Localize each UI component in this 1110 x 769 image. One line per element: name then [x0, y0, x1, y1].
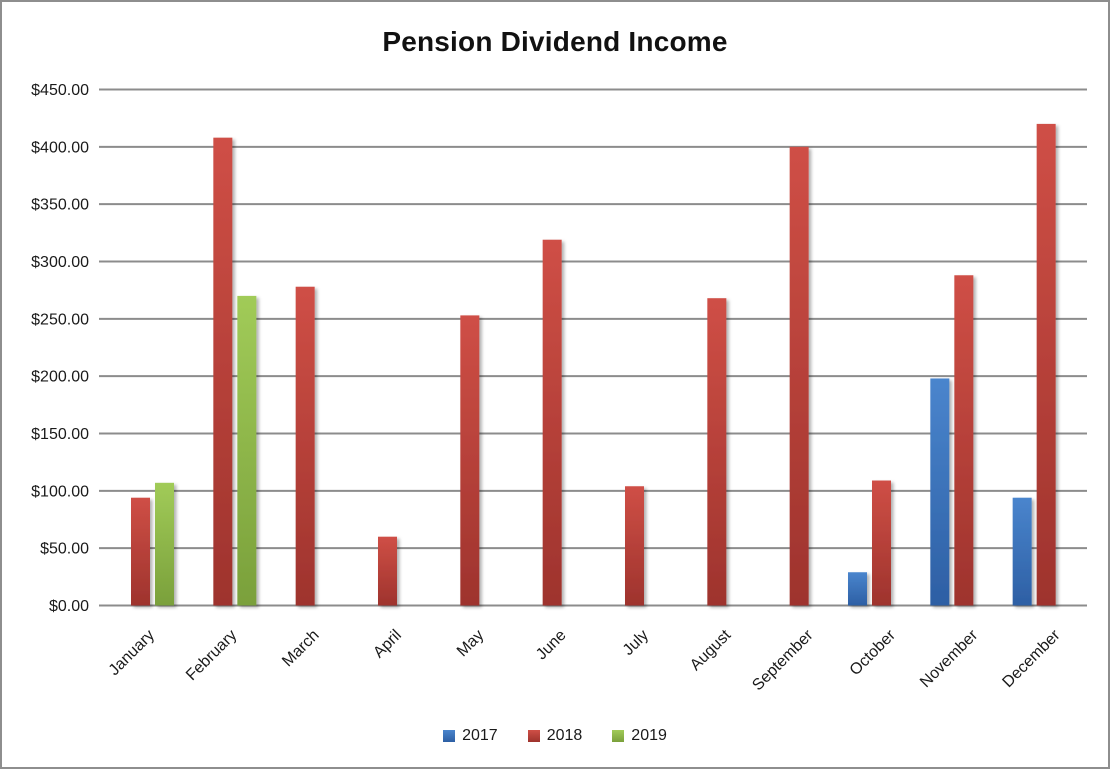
bar-2018-march — [295, 286, 315, 606]
x-axis-label-october: October — [847, 626, 900, 679]
y-tick-label-3: $150.00 — [31, 426, 89, 443]
legend-label-2018: 2018 — [546, 727, 583, 744]
x-axis-label-november: November — [917, 626, 982, 691]
y-tick-label-6: $300.00 — [31, 254, 89, 271]
x-axis-label-january: January — [106, 627, 158, 679]
x-axis-label-august: August — [687, 626, 735, 674]
x-axis-label-april: April — [370, 627, 405, 662]
legend-swatch-2019-icon — [612, 730, 625, 742]
x-axis-label-december: December — [999, 626, 1064, 691]
y-tick-label-2: $100.00 — [31, 483, 89, 500]
y-tick-label-5: $250.00 — [31, 311, 89, 328]
x-axis-label-june: June — [533, 627, 570, 664]
y-tick-label-0: $0.00 — [49, 598, 89, 615]
x-axis-label-july: July — [620, 627, 652, 659]
bar-2018-may — [460, 315, 480, 606]
x-axis-label-february: February — [183, 627, 240, 684]
bar-2019-february — [237, 295, 257, 606]
bar-2018-december — [1036, 123, 1056, 606]
x-axis-label-march: March — [279, 627, 322, 670]
legend-swatch-2018-icon — [527, 730, 540, 742]
bar-2018-july — [625, 486, 644, 606]
chart-legend: 2017 2018 2019 — [2, 727, 1108, 745]
y-tick-label-8: $400.00 — [31, 139, 89, 156]
bar-2018-january — [131, 497, 150, 606]
bar-2018-february — [213, 137, 233, 606]
chart-title: Pension Dividend Income — [382, 26, 728, 57]
x-axis-label-may: May — [454, 627, 487, 660]
bar-2018-june — [542, 239, 562, 606]
bar-2017-november — [930, 378, 950, 606]
legend-item-2019: 2019 — [612, 727, 667, 745]
legend-item-2018: 2018 — [527, 727, 583, 745]
bar-2018-august — [707, 298, 727, 606]
x-axis-label-september: September — [749, 626, 817, 694]
bar-2018-november — [954, 275, 974, 606]
bar-2019-january — [155, 482, 174, 606]
y-tick-label-1: $50.00 — [40, 541, 89, 558]
y-tick-label-9: $450.00 — [31, 82, 89, 99]
legend-swatch-2017-icon — [443, 730, 456, 742]
y-tick-label-4: $200.00 — [31, 369, 89, 386]
bar-2018-october — [872, 480, 891, 606]
bar-2018-september — [789, 146, 809, 606]
legend-label-2019: 2019 — [631, 727, 667, 744]
bar-2017-december — [1012, 497, 1032, 606]
legend-item-2017: 2017 — [443, 727, 498, 745]
y-tick-label-7: $350.00 — [31, 197, 89, 214]
bar-2018-april — [378, 536, 397, 606]
legend-label-2017: 2017 — [462, 727, 498, 744]
bar-2017-october — [848, 572, 867, 606]
